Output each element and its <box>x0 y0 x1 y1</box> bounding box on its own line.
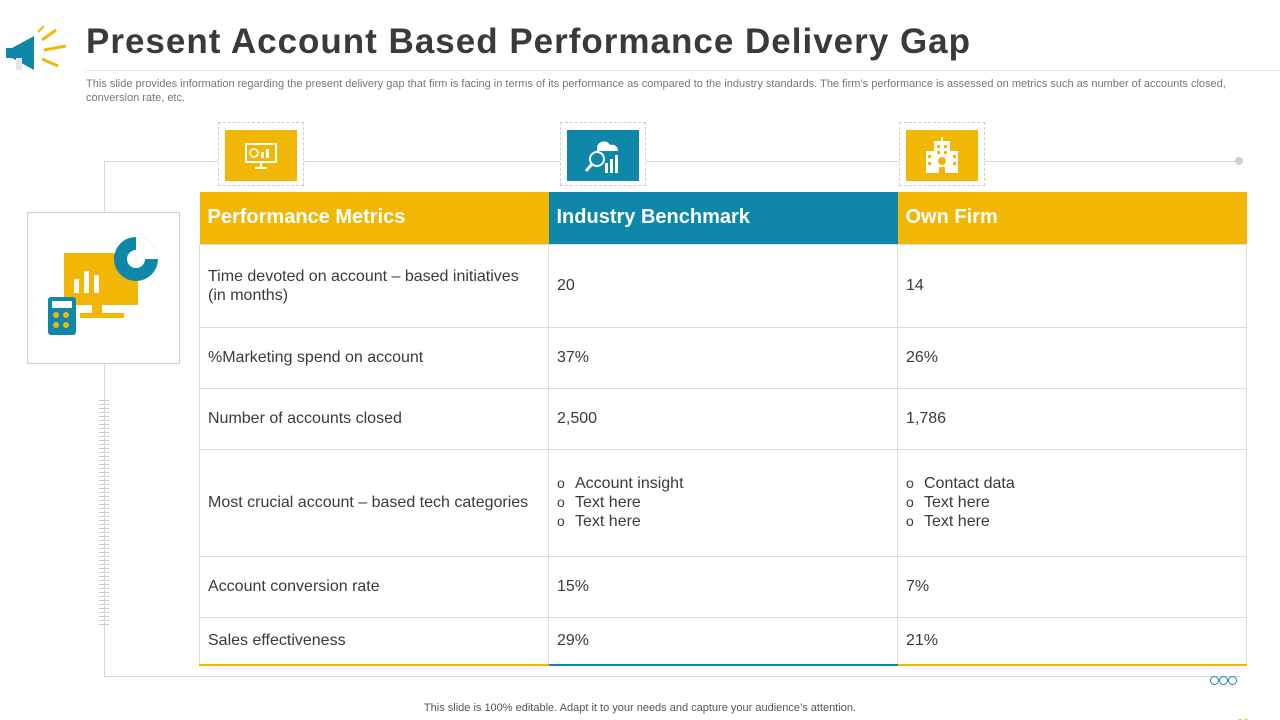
header-performance-metrics: Performance Metrics <box>199 192 549 244</box>
performance-comparison-table: Performance Metrics Industry Benchmark O… <box>199 192 1247 666</box>
list-item: Text here <box>557 512 889 531</box>
page-title: Present Account Based Performance Delive… <box>86 22 972 61</box>
list-item: Account insight <box>557 474 889 493</box>
table-row: Sales effectiveness 29% 21% <box>199 616 1247 666</box>
benchmark-cell: 2,500 <box>548 387 898 450</box>
header-industry-benchmark: Industry Benchmark <box>548 192 898 244</box>
list-item: Text here <box>906 493 1238 512</box>
footer-note: This slide is 100% editable. Adapt it to… <box>423 702 857 714</box>
header-own-firm: Own Firm <box>897 192 1247 244</box>
corner-decoration <box>1238 712 1280 720</box>
benchmark-metrics-icon-box <box>218 122 304 186</box>
frame-end-dot <box>1235 157 1243 165</box>
list-item: Contact data <box>906 474 1238 493</box>
frame-line-bottom <box>104 676 1240 677</box>
table-row: Number of accounts closed 2,500 1,786 <box>199 387 1247 450</box>
megaphone-icon <box>6 26 67 70</box>
firm-cell: 21% <box>897 616 1247 666</box>
metric-cell: Time devoted on account – based initiati… <box>199 243 549 328</box>
metric-cell: Number of accounts closed <box>199 387 549 450</box>
side-illustration-card <box>27 212 180 364</box>
firm-cell: 7% <box>897 555 1247 618</box>
benchmark-cell: 20 <box>548 243 898 328</box>
frame-line-top <box>104 161 1238 162</box>
decorative-hatch <box>99 400 109 626</box>
metric-cell: Most crucial account – based tech catego… <box>199 448 549 557</box>
title-divider <box>86 70 1280 71</box>
search-analytics-icon <box>584 140 619 173</box>
benchmark-cell: 29% <box>548 616 898 666</box>
table-row: %Marketing spend on account 37% 26% <box>199 326 1247 389</box>
metric-cell: Sales effectiveness <box>199 616 549 666</box>
firm-cell: 26% <box>897 326 1247 389</box>
benchmark-cell: 15% <box>548 555 898 618</box>
industry-benchmark-icon-box <box>560 122 646 186</box>
table-row: Account conversion rate 15% 7% <box>199 555 1247 618</box>
presentation-monitor-icon <box>245 142 277 169</box>
list-item: Text here <box>557 493 889 512</box>
office-building-icon <box>926 136 958 173</box>
own-firm-icon-box <box>899 122 985 186</box>
page-subtitle: This slide provides information regardin… <box>86 78 1226 104</box>
firm-cell: 14 <box>897 243 1247 328</box>
table-row: Time devoted on account – based initiati… <box>199 243 1247 328</box>
list-item: Text here <box>906 512 1238 531</box>
firm-cell: 1,786 <box>897 387 1247 450</box>
benchmark-cell: 37% <box>548 326 898 389</box>
metric-cell: %Marketing spend on account <box>199 326 549 389</box>
benchmark-list-cell: Account insight Text here Text here <box>548 448 898 557</box>
table-row: Most crucial account – based tech catego… <box>199 448 1247 557</box>
dashboard-calculator-icon <box>48 237 158 335</box>
metric-cell: Account conversion rate <box>199 555 549 618</box>
decorative-dots <box>1210 672 1237 690</box>
table-header-row: Performance Metrics Industry Benchmark O… <box>199 192 1247 244</box>
firm-list-cell: Contact data Text here Text here <box>897 448 1247 557</box>
